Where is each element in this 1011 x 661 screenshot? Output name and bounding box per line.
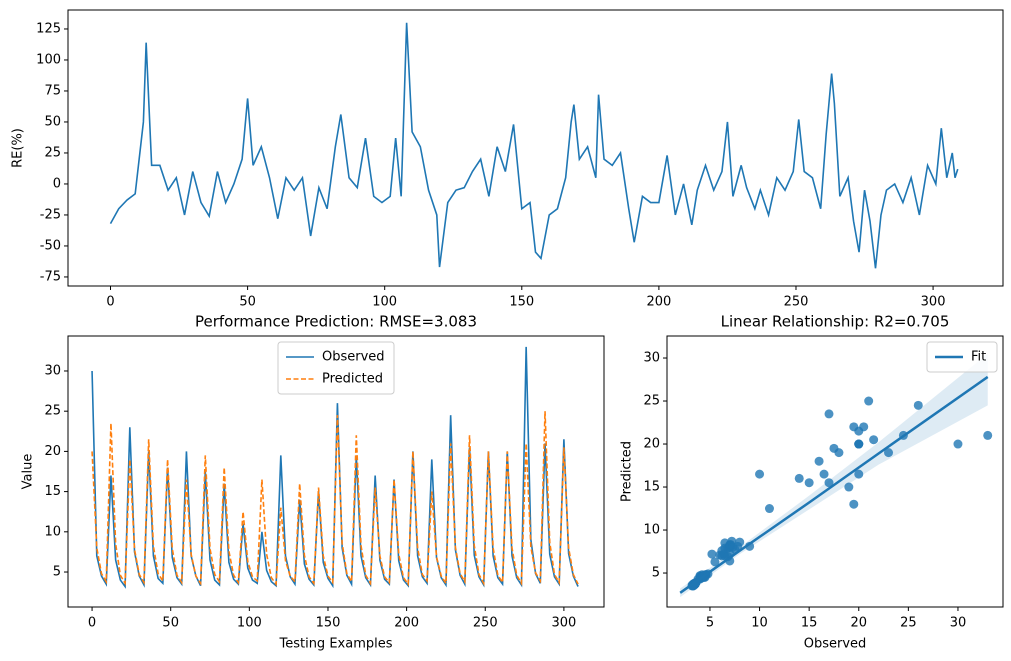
scatter-point bbox=[844, 482, 854, 492]
x-tick-label: 150 bbox=[316, 616, 341, 631]
x-tick-label: 15 bbox=[801, 616, 818, 631]
scatter-point bbox=[869, 435, 879, 445]
x-tick-label: 20 bbox=[850, 616, 867, 631]
axes-frame bbox=[666, 335, 1004, 608]
y-tick-label: 5 bbox=[652, 566, 660, 581]
scatter-point bbox=[859, 422, 869, 432]
y-tick-label: -25 bbox=[40, 207, 61, 222]
legend-label: Predicted bbox=[322, 372, 383, 387]
x-tick-label: 0 bbox=[88, 616, 96, 631]
scatter-point bbox=[804, 478, 814, 488]
y-axis-label: RE(%) bbox=[11, 128, 26, 168]
scatter-point bbox=[913, 400, 923, 410]
x-tick-label: 0 bbox=[106, 295, 114, 310]
y-tick-label: 20 bbox=[643, 437, 660, 452]
plot-area bbox=[109, 22, 959, 269]
x-tick-label: 50 bbox=[162, 616, 179, 631]
legend-box bbox=[277, 341, 395, 395]
y-tick-label: 10 bbox=[643, 523, 660, 538]
scatter-point bbox=[854, 469, 864, 479]
x-tick-label: 300 bbox=[921, 295, 946, 310]
axes-frame bbox=[67, 9, 1004, 287]
x-tick-label: 50 bbox=[239, 295, 256, 310]
y-tick-label: 10 bbox=[44, 524, 61, 539]
scatter-point bbox=[755, 469, 765, 479]
y-tick-label: 100 bbox=[36, 52, 61, 67]
plot-area bbox=[91, 346, 579, 589]
x-tick-label: 200 bbox=[394, 616, 419, 631]
y-tick-label: 0 bbox=[53, 176, 61, 191]
x-tick-label: 150 bbox=[509, 295, 534, 310]
legend-label: Observed bbox=[322, 350, 385, 365]
scatter-point bbox=[824, 409, 834, 419]
confidence-band bbox=[680, 353, 988, 598]
scatter-point bbox=[854, 439, 864, 449]
x-tick-label: 200 bbox=[646, 295, 671, 310]
x-tick-label: 25 bbox=[900, 616, 917, 631]
scatter-point bbox=[710, 557, 720, 567]
scatter-point bbox=[849, 422, 859, 432]
x-tick-label: 5 bbox=[706, 616, 714, 631]
scatter-point bbox=[953, 439, 963, 449]
series-line bbox=[109, 22, 959, 269]
x-tick-label: 300 bbox=[551, 616, 576, 631]
x-tick-label: 100 bbox=[237, 616, 262, 631]
x-tick-label: 250 bbox=[784, 295, 809, 310]
chart-title: Performance Prediction: RMSE=3.083 bbox=[195, 313, 477, 331]
y-tick-label: 125 bbox=[36, 21, 61, 36]
legend-label: Fit bbox=[971, 350, 986, 365]
y-tick-label: 25 bbox=[44, 404, 61, 419]
y-axis-label: Value bbox=[21, 454, 36, 490]
scatter-point bbox=[884, 448, 894, 458]
scatter-point bbox=[794, 473, 804, 483]
scatter-point bbox=[829, 443, 839, 453]
y-tick-label: 75 bbox=[44, 83, 61, 98]
x-tick-label: 100 bbox=[372, 295, 397, 310]
scatter-point bbox=[864, 396, 874, 406]
series-line bbox=[91, 411, 579, 587]
y-tick-label: 15 bbox=[44, 484, 61, 499]
scatter-point bbox=[707, 549, 717, 559]
y-tick-label: -50 bbox=[40, 238, 61, 253]
scatter-point bbox=[983, 430, 993, 440]
y-tick-label: 5 bbox=[53, 565, 61, 580]
y-tick-label: -75 bbox=[40, 269, 61, 284]
scatter-point bbox=[819, 469, 829, 479]
scatter-point bbox=[824, 478, 834, 488]
chart-title: Linear Relationship: R2=0.705 bbox=[721, 313, 950, 331]
plot-area bbox=[679, 353, 993, 598]
y-tick-label: 25 bbox=[44, 145, 61, 160]
y-axis-label: Predicted bbox=[620, 441, 635, 502]
scatter-point bbox=[814, 456, 824, 466]
y-tick-label: 50 bbox=[44, 114, 61, 129]
y-tick-label: 30 bbox=[643, 351, 660, 366]
x-tick-label: 250 bbox=[473, 616, 498, 631]
x-axis-label: Observed bbox=[804, 637, 867, 652]
scatter-point bbox=[849, 499, 859, 509]
y-tick-label: 20 bbox=[44, 444, 61, 459]
scatter-point bbox=[764, 504, 774, 514]
x-tick-label: 10 bbox=[751, 616, 768, 631]
axes-frame bbox=[67, 335, 605, 608]
x-axis-label: Testing Examples bbox=[278, 637, 392, 652]
y-tick-label: 30 bbox=[44, 363, 61, 378]
x-tick-label: 30 bbox=[950, 616, 967, 631]
fit-line bbox=[679, 375, 989, 594]
scatter-point bbox=[728, 542, 738, 552]
y-tick-label: 25 bbox=[643, 394, 660, 409]
y-tick-label: 15 bbox=[643, 480, 660, 495]
